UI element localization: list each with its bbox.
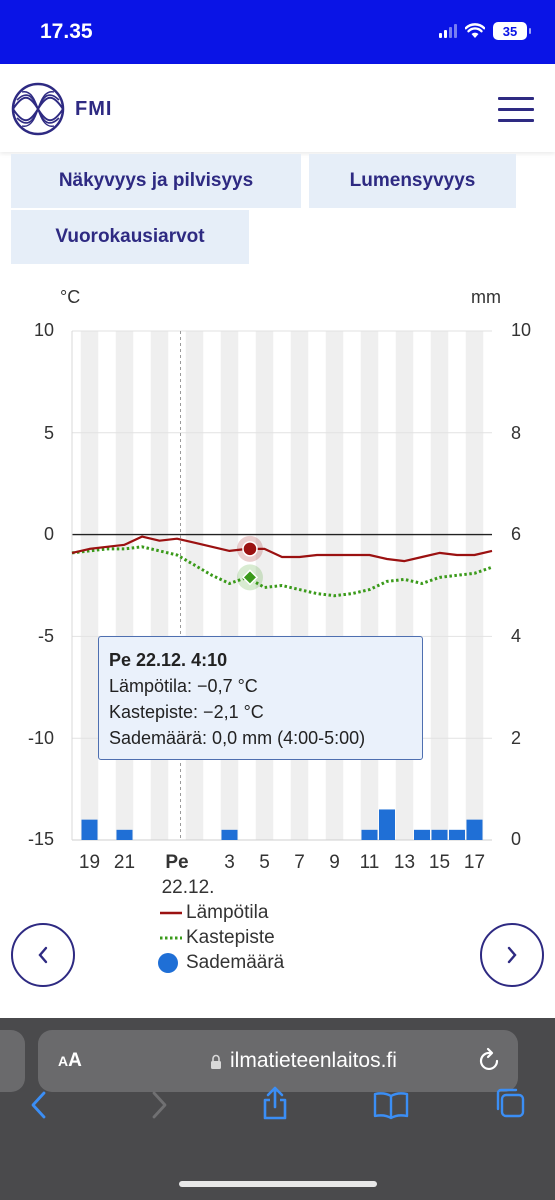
hour-band bbox=[290, 331, 309, 840]
forward-icon[interactable] bbox=[148, 1090, 170, 1120]
tab-visibility-cloudiness[interactable]: Näkyvyys ja pilvisyys bbox=[11, 154, 301, 208]
y-right-tick: 10 bbox=[511, 320, 532, 340]
y-right-tick: 4 bbox=[511, 626, 522, 646]
x-tick-label: 3 bbox=[224, 852, 235, 873]
hour-band bbox=[430, 331, 449, 840]
address-bar[interactable]: AA ilmatieteenlaitos.fi bbox=[38, 1030, 518, 1092]
url-text: ilmatieteenlaitos.fi bbox=[230, 1049, 397, 1072]
status-time: 17.35 bbox=[40, 20, 93, 43]
hour-band bbox=[150, 331, 169, 840]
home-indicator bbox=[179, 1181, 377, 1187]
share-icon[interactable] bbox=[260, 1086, 290, 1120]
tab-snow-depth[interactable]: Lumensyvyys bbox=[309, 154, 516, 208]
hour-band bbox=[115, 331, 134, 840]
wifi-icon bbox=[465, 23, 485, 38]
hour-band bbox=[360, 331, 379, 840]
hour-band bbox=[325, 331, 344, 840]
x-tick-label: 7 bbox=[294, 852, 305, 873]
hour-band bbox=[220, 331, 239, 840]
status-bar: 17.35 35 bbox=[0, 0, 555, 64]
temperature-line bbox=[71, 535, 493, 563]
brand-name: FMI bbox=[75, 97, 113, 120]
fmi-logo[interactable]: FMI bbox=[11, 82, 112, 136]
y-right-tick: 8 bbox=[511, 423, 522, 443]
hour-band bbox=[465, 331, 484, 840]
status-icons: 35 bbox=[439, 22, 531, 40]
precipitation-bar bbox=[116, 829, 133, 840]
legend-label: Kastepiste bbox=[186, 926, 275, 948]
precipitation-bar bbox=[414, 829, 430, 840]
x-tick-label: Pe bbox=[165, 852, 189, 873]
y-left-tick: 5 bbox=[43, 423, 54, 443]
cellular-signal-icon bbox=[439, 24, 457, 38]
x-tick-label: 17 bbox=[463, 852, 486, 873]
hour-band bbox=[80, 331, 99, 840]
bookmarks-icon[interactable] bbox=[373, 1090, 409, 1120]
browser-toolbar: AA ilmatieteenlaitos.fi bbox=[0, 1018, 555, 1200]
chart-tooltip: Pe 22.12. 4:10 Lämpötila: −0,7 °C Kastep… bbox=[98, 636, 423, 760]
y-left-tick: -10 bbox=[27, 728, 54, 748]
dew-point-marker bbox=[241, 569, 259, 586]
lock-icon bbox=[211, 1054, 221, 1069]
x-tick-label: 9 bbox=[329, 852, 340, 873]
precipitation-bar bbox=[431, 829, 448, 840]
y-left-tick: -15 bbox=[27, 829, 54, 849]
aa-label: A bbox=[68, 1050, 82, 1071]
precipitation-bar bbox=[379, 809, 395, 840]
back-icon[interactable] bbox=[28, 1090, 50, 1120]
precipitation-bar bbox=[449, 829, 465, 840]
hour-band bbox=[395, 331, 414, 840]
temperature-marker bbox=[242, 541, 258, 557]
previous-button[interactable] bbox=[11, 923, 75, 987]
legend-label: Sademäärä bbox=[186, 951, 285, 973]
y-left-tick: 0 bbox=[43, 524, 54, 544]
temperature-marker-halo bbox=[236, 535, 263, 562]
x-tick-label: 11 bbox=[359, 852, 380, 873]
legend-label: Lämpötila bbox=[186, 901, 269, 923]
y-left-tick: 10 bbox=[33, 320, 54, 340]
y-right-tick: 2 bbox=[511, 728, 522, 748]
precipitation-bar bbox=[81, 819, 98, 840]
reader-aa-button[interactable]: AA bbox=[58, 1050, 82, 1071]
x-tick-label: 15 bbox=[428, 852, 451, 873]
tooltip-dew-point: Kastepiste: −2,1 °C bbox=[109, 702, 264, 722]
hour-band bbox=[255, 331, 274, 840]
precipitation-bar bbox=[221, 829, 238, 840]
legend-item-precipitation[interactable]: Sademäärä bbox=[157, 950, 284, 975]
dew-point-marker-halo bbox=[236, 564, 263, 591]
battery-icon: 35 bbox=[493, 22, 531, 40]
site-header: FMI bbox=[0, 64, 555, 152]
y-right-tick: 6 bbox=[511, 524, 522, 544]
right-axis-unit: mm bbox=[471, 287, 501, 307]
x-tick-label: 21 bbox=[113, 852, 136, 873]
chart-legend: Lämpötila Kastepiste Sademäärä bbox=[157, 900, 284, 975]
legend-item-temperature[interactable]: Lämpötila bbox=[160, 900, 284, 925]
chevron-left-icon bbox=[38, 946, 48, 964]
reload-icon[interactable] bbox=[478, 1047, 502, 1073]
x-date-label: 22.12. bbox=[161, 877, 215, 898]
menu-button[interactable] bbox=[498, 97, 536, 123]
dew-point-line bbox=[71, 545, 493, 598]
previous-tab-preview[interactable] bbox=[0, 1030, 25, 1092]
y-left-tick: -5 bbox=[37, 626, 54, 646]
x-tick-label: 19 bbox=[78, 852, 101, 873]
fmi-globe-logo bbox=[11, 82, 65, 136]
tooltip-precipitation: Sademäärä: 0,0 mm (4:00-5:00) bbox=[109, 728, 366, 748]
tab-daily-values[interactable]: Vuorokausiarvot bbox=[11, 210, 249, 264]
precipitation-bar bbox=[466, 819, 483, 840]
next-button[interactable] bbox=[480, 923, 544, 987]
y-right-tick: 0 bbox=[511, 829, 522, 849]
precipitation-bar bbox=[361, 829, 378, 840]
legend-item-dew-point[interactable]: Kastepiste bbox=[160, 925, 284, 950]
x-tick-label: 5 bbox=[259, 852, 270, 873]
tabs-icon[interactable] bbox=[494, 1087, 526, 1119]
tooltip-temperature: Lämpötila: −0,7 °C bbox=[109, 676, 258, 696]
x-tick-label: 13 bbox=[393, 852, 416, 873]
tooltip-title: Pe 22.12. 4:10 bbox=[109, 650, 228, 670]
hour-band bbox=[185, 331, 204, 840]
hamburger-icon bbox=[498, 97, 534, 100]
chevron-right-icon bbox=[507, 946, 517, 964]
left-axis-unit: °C bbox=[60, 287, 81, 307]
